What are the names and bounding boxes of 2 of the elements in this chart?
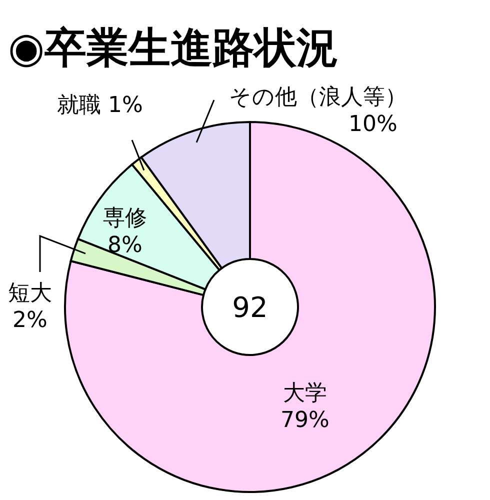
title: ◉卒業生進路状況 [8, 23, 339, 72]
annotation: 92 [232, 291, 268, 324]
